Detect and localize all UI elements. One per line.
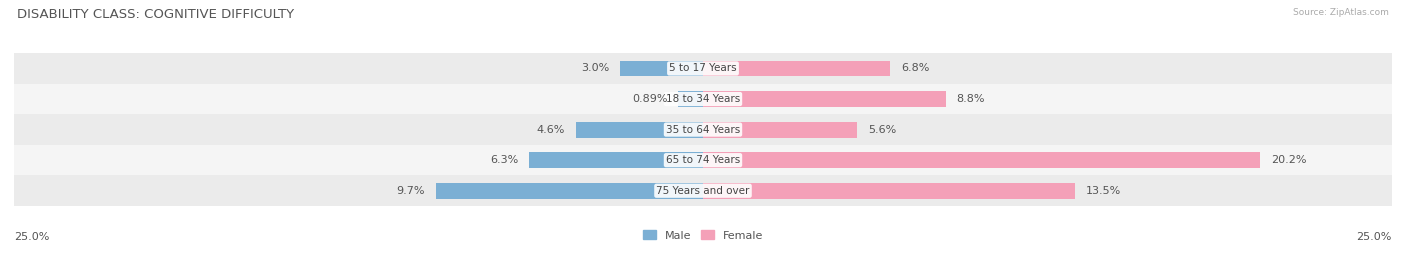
Bar <box>530 152 703 168</box>
Text: 25.0%: 25.0% <box>1357 232 1392 242</box>
Text: 6.3%: 6.3% <box>491 155 519 165</box>
Bar <box>703 122 858 137</box>
Bar <box>14 114 1392 145</box>
Text: 9.7%: 9.7% <box>396 186 425 196</box>
Text: 13.5%: 13.5% <box>1085 186 1122 196</box>
Text: 25.0%: 25.0% <box>14 232 49 242</box>
Text: 4.6%: 4.6% <box>537 124 565 135</box>
Text: 75 Years and over: 75 Years and over <box>657 186 749 196</box>
Text: Source: ZipAtlas.com: Source: ZipAtlas.com <box>1294 8 1389 17</box>
Text: 5 to 17 Years: 5 to 17 Years <box>669 63 737 73</box>
Bar <box>14 53 1392 84</box>
Text: 6.8%: 6.8% <box>901 63 929 73</box>
Text: 0.89%: 0.89% <box>631 94 668 104</box>
Bar <box>703 60 890 76</box>
Bar <box>436 183 703 199</box>
Text: 20.2%: 20.2% <box>1271 155 1306 165</box>
Text: 18 to 34 Years: 18 to 34 Years <box>666 94 740 104</box>
Bar <box>14 84 1392 114</box>
Bar <box>703 183 1076 199</box>
Text: 5.6%: 5.6% <box>869 124 897 135</box>
Text: 3.0%: 3.0% <box>581 63 609 73</box>
Bar <box>703 152 1260 168</box>
Text: 65 to 74 Years: 65 to 74 Years <box>666 155 740 165</box>
Text: 8.8%: 8.8% <box>956 94 986 104</box>
Text: 35 to 64 Years: 35 to 64 Years <box>666 124 740 135</box>
Legend: Male, Female: Male, Female <box>643 230 763 241</box>
Bar <box>14 176 1392 206</box>
Bar <box>679 91 703 107</box>
Bar <box>14 145 1392 176</box>
Text: DISABILITY CLASS: COGNITIVE DIFFICULTY: DISABILITY CLASS: COGNITIVE DIFFICULTY <box>17 8 294 21</box>
Bar <box>576 122 703 137</box>
Bar <box>703 91 945 107</box>
Bar <box>620 60 703 76</box>
